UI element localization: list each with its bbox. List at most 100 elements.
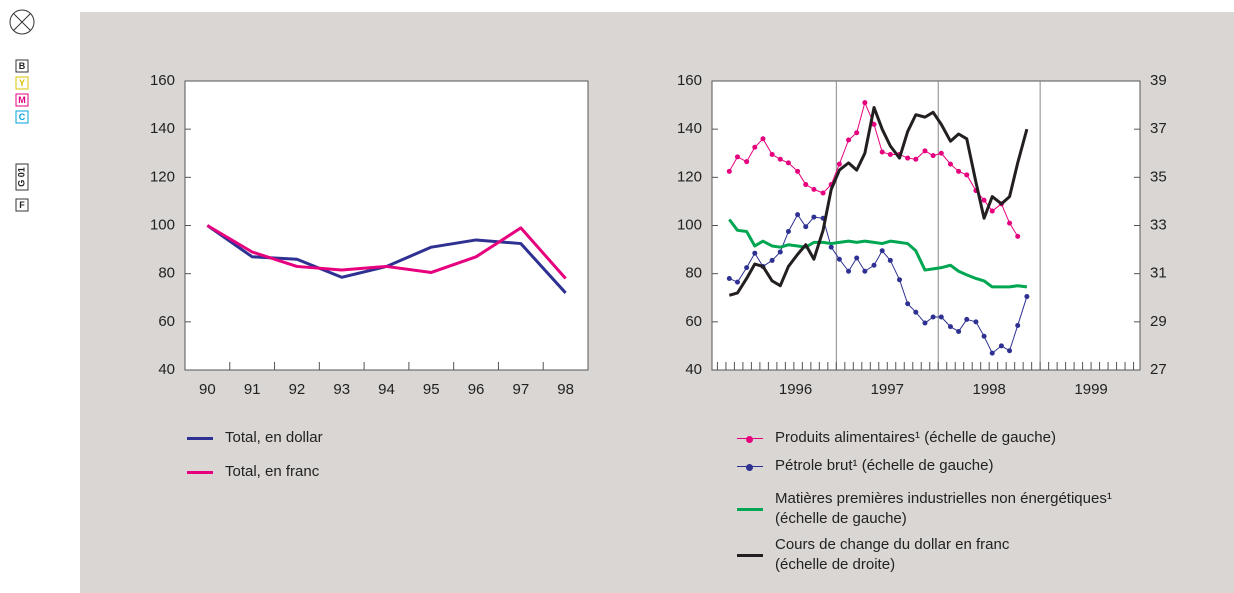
marker: [947, 161, 953, 167]
marker: [785, 160, 791, 166]
marker: [973, 319, 979, 325]
legend-item: Total, en franc: [187, 462, 319, 482]
marker: [938, 150, 944, 156]
mark-box: [15, 76, 29, 90]
marker: [744, 159, 750, 165]
marker: [887, 257, 893, 263]
marker: [862, 268, 868, 274]
marker: [998, 343, 1004, 349]
legend-item: Total, en dollar: [187, 428, 323, 448]
y-tick-label: 40: [158, 361, 175, 378]
marker: [734, 154, 740, 160]
legend-swatch: [737, 553, 763, 557]
mark-box: [15, 163, 29, 191]
marker: [760, 136, 766, 142]
marker: [1015, 233, 1021, 239]
marker: [854, 255, 860, 261]
x-tick-label: 97: [512, 381, 529, 398]
legend-item: Matières premières industrielles non éne…: [737, 489, 1112, 529]
x-tick-label: 93: [333, 381, 350, 398]
legend-swatch: [737, 463, 763, 471]
marker: [795, 212, 801, 218]
legend-label: Total, en franc: [225, 463, 320, 480]
marker: [769, 151, 775, 157]
marker: [1007, 348, 1013, 354]
legend-swatch: [737, 507, 763, 511]
registration-mark: [9, 9, 35, 35]
mark-box: [15, 110, 29, 124]
legend-label: Pétrole brut¹ (échelle de gauche): [775, 457, 994, 474]
marker: [769, 257, 775, 263]
y-tick-label: 60: [685, 313, 702, 330]
marker: [897, 277, 903, 283]
mark-label: Y: [19, 78, 25, 88]
marker: [828, 244, 834, 250]
marker: [989, 350, 995, 356]
marker: [811, 214, 817, 220]
y2-tick-label: 29: [1150, 313, 1167, 330]
series-line: [206, 224, 567, 280]
mark-box: [15, 198, 29, 212]
marker: [905, 155, 911, 161]
legend-item: Cours de change du dollar en franc (éche…: [737, 535, 1009, 575]
mark-box: [15, 93, 29, 107]
y-tick-label: 80: [685, 265, 702, 282]
marker: [879, 248, 885, 254]
mark-label: B: [19, 61, 26, 71]
x-tick-label: 92: [289, 381, 306, 398]
marker: [871, 121, 877, 127]
marker: [981, 333, 987, 339]
x-tick-label: 90: [199, 381, 216, 398]
marker: [1007, 220, 1013, 226]
marker: [947, 324, 953, 330]
legend-item: Pétrole brut¹ (échelle de gauche): [737, 456, 993, 476]
marker: [836, 161, 842, 167]
marker: [905, 301, 911, 307]
y-tick-label: 80: [158, 265, 175, 282]
y2-tick-label: 35: [1150, 168, 1167, 185]
legend-label: Produits alimentaires¹ (échelle de gauch…: [775, 429, 1056, 446]
marker: [1024, 294, 1030, 300]
marker: [879, 149, 885, 155]
marker: [795, 168, 801, 174]
marker: [922, 320, 928, 326]
marker: [726, 168, 732, 174]
marker: [820, 190, 826, 196]
y-tick-label: 100: [677, 216, 702, 233]
y-tick-label: 40: [685, 361, 702, 378]
x-tick-label: 96: [468, 381, 485, 398]
marker: [777, 249, 783, 255]
mark-label: M: [18, 95, 26, 105]
registration-mark: [13, 13, 31, 31]
print-marks: B Y M C G 01 F: [9, 9, 35, 212]
marker: [803, 224, 809, 230]
y-tick-label: 160: [677, 72, 702, 89]
marker: [871, 262, 877, 268]
legend-marker: [746, 435, 753, 443]
marker: [846, 137, 852, 143]
y-tick-label: 140: [677, 120, 702, 137]
marker: [964, 316, 970, 322]
legend-swatch: [187, 436, 213, 440]
y-tick-label: 120: [150, 168, 175, 185]
marker: [846, 268, 852, 274]
marker: [836, 256, 842, 262]
x-tick-label: 95: [423, 381, 440, 398]
marker: [752, 250, 758, 256]
marker: [887, 151, 893, 157]
marker: [989, 208, 995, 214]
marker: [956, 168, 962, 174]
marker: [785, 229, 791, 235]
x-tick-label: 91: [244, 381, 261, 398]
y-tick-label: 100: [150, 216, 175, 233]
y-tick-label: 120: [677, 168, 702, 185]
marker: [803, 182, 809, 188]
marker: [726, 275, 732, 281]
legend-label: Cours de change du dollar en franc (éche…: [775, 536, 1010, 573]
y-tick-label: 160: [150, 72, 175, 89]
marker: [930, 314, 936, 320]
y2-tick-label: 39: [1150, 72, 1167, 89]
x-tick-label: 1999: [1074, 381, 1107, 398]
